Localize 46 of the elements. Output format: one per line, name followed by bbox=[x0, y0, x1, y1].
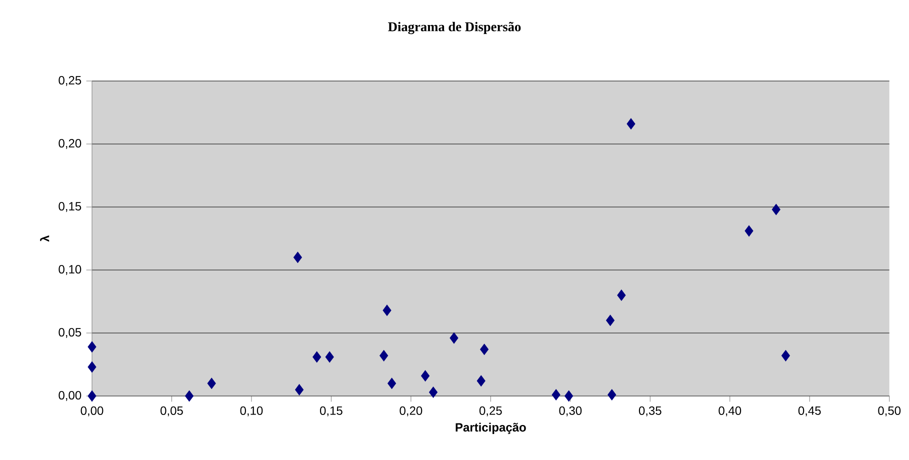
x-axis-title: Participação bbox=[456, 422, 526, 434]
y-tick-label: 0,25 bbox=[58, 76, 82, 86]
point bbox=[380, 350, 388, 362]
point bbox=[88, 390, 96, 402]
y-axis-title: λ bbox=[40, 235, 50, 242]
x-tick-label: 0,20 bbox=[400, 406, 422, 416]
x-tick-label: 0,30 bbox=[559, 406, 582, 416]
point bbox=[564, 390, 574, 402]
y-tick-label: 0,15 bbox=[58, 202, 82, 212]
point bbox=[388, 378, 396, 390]
point bbox=[88, 361, 96, 373]
point bbox=[325, 351, 334, 363]
point bbox=[781, 350, 790, 362]
point bbox=[207, 378, 216, 390]
point bbox=[293, 252, 302, 263]
x-tick-label: 0,00 bbox=[80, 406, 104, 416]
point bbox=[772, 204, 780, 216]
point bbox=[312, 351, 322, 363]
point bbox=[421, 370, 430, 382]
x-tick-label: 0,35 bbox=[638, 406, 662, 416]
point bbox=[552, 389, 560, 400]
point bbox=[88, 341, 96, 352]
point bbox=[450, 332, 458, 344]
point bbox=[295, 384, 304, 396]
y-tick-label: 0,05 bbox=[58, 328, 82, 338]
y-tick-label: 0,00 bbox=[58, 391, 82, 401]
x-tick-label: 0,25 bbox=[479, 406, 502, 416]
x-tick-label: 0,05 bbox=[160, 406, 183, 416]
x-tick-label: 0,15 bbox=[320, 406, 342, 416]
point bbox=[608, 389, 616, 400]
point bbox=[476, 375, 486, 386]
y-tick-label: 0,10 bbox=[58, 265, 82, 275]
point bbox=[744, 225, 754, 237]
x-tick-label: 0,45 bbox=[798, 406, 821, 416]
point bbox=[185, 390, 194, 402]
x-tick-label: 0,40 bbox=[718, 406, 742, 416]
x-tick-label: 0,10 bbox=[240, 406, 263, 416]
chart-title: Diagrama de Dispersão bbox=[388, 22, 521, 34]
point bbox=[626, 118, 636, 130]
y-tick-label: 0,20 bbox=[58, 139, 82, 149]
point bbox=[382, 304, 392, 316]
point bbox=[617, 290, 626, 301]
point bbox=[480, 344, 489, 355]
x-tick-label: 0,50 bbox=[878, 406, 901, 416]
point bbox=[606, 314, 615, 326]
point bbox=[428, 386, 438, 398]
